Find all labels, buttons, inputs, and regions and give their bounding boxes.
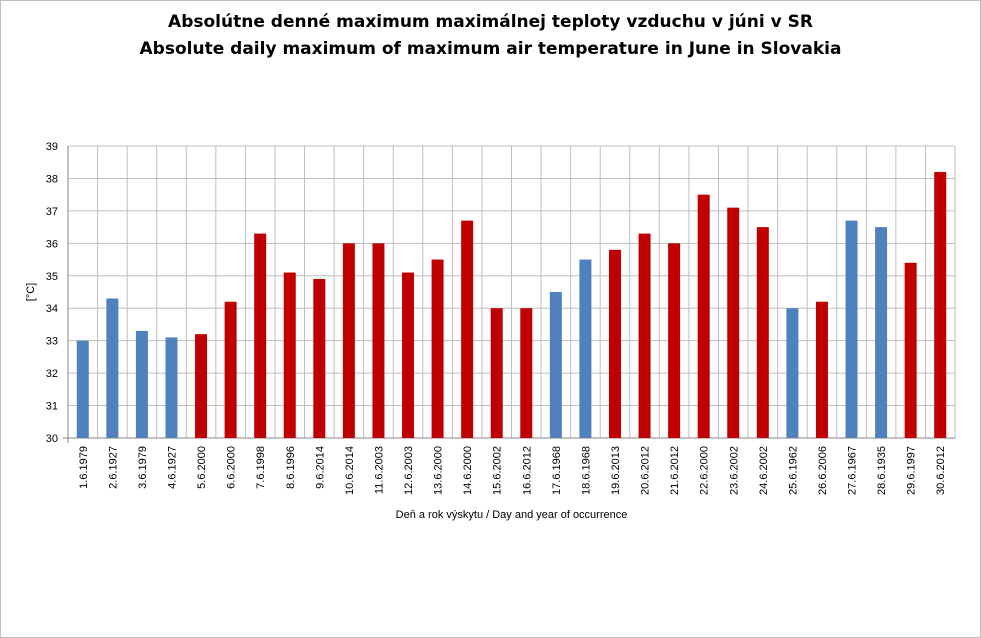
y-tick-labels: 30 31 32 33 34 35 36 37 38 39 [46,141,58,445]
y-tick-label: 30 [46,433,58,445]
gridlines [63,145,956,443]
bar-25.6.1962 [786,308,799,438]
bar-30.6.2012 [934,171,947,438]
x-tick-label: 10.6.2014 [344,446,356,495]
x-tick-label: 12.6.2003 [403,446,415,495]
bar-10.6.2014 [342,243,355,438]
x-tick-label: 16.6.2012 [521,446,533,495]
bar-2.6.1927 [106,298,119,438]
x-tick-label: 11.6.2003 [373,446,385,494]
bar-23.6.2002 [727,207,740,438]
y-tick-label: 39 [46,141,58,153]
bar-5.6.2000 [195,334,208,438]
y-tick-label: 34 [46,303,58,315]
y-tick-label: 33 [46,336,58,348]
bar-21.6.2012 [668,243,681,438]
x-tick-label: 28.6.1935 [876,446,888,495]
bar-1.6.1979 [76,340,89,438]
bar-6.6.2000 [224,301,237,438]
bar-20.6.2012 [638,233,651,438]
x-tick-label: 5.6.2000 [196,446,208,489]
x-axis-label: Deň a rok výskytu / Day and year of occu… [396,509,628,521]
x-tick-label: 6.6.2000 [226,446,238,489]
x-tick-label: 4.6.1927 [166,446,178,489]
bar-18.6.1968 [579,259,592,438]
y-tick-label: 35 [46,271,58,283]
bar-28.6.1935 [875,227,888,438]
y-tick-label: 37 [46,206,58,218]
bar-12.6.2003 [402,272,415,438]
bar-13.6.2000 [431,259,444,438]
x-tick-label: 3.6.1979 [137,446,149,489]
bar-4.6.1927 [165,337,178,438]
bar-3.6.1979 [135,330,148,438]
x-tick-label: 13.6.2000 [433,446,445,495]
bar-26.6.2006 [815,301,828,438]
bar-8.6.1996 [283,272,296,438]
x-tick-labels: 1.6.1979 2.6.1927 3.6.1979 4.6.1927 5.6.2000… [78,446,947,495]
bar-11.6.2003 [372,243,385,438]
x-tick-label: 23.6.2002 [728,446,740,495]
y-tick-label: 38 [46,173,58,185]
chart-title: Absolútne denné maximum maximálnej teplo… [168,12,813,32]
bar-9.6.2014 [313,279,326,438]
y-tick-label: 31 [46,401,58,413]
bar-29.6.1997 [904,262,917,438]
bar-7.6.1998 [254,233,267,438]
bars [76,171,947,438]
x-tick-label: 20.6.2012 [640,446,652,495]
x-tick-label: 24.6.2002 [758,446,770,495]
x-tick-label: 25.6.1962 [787,446,799,495]
x-tick-label: 21.6.2012 [669,446,681,495]
chart-subtitle: Absolute daily maximum of maximum air te… [139,39,842,59]
bar-24.6.2002 [756,227,769,438]
x-tick-label: 19.6.2013 [610,446,622,495]
y-axis-label: [°C] [25,283,37,301]
bar-19.6.2013 [608,249,621,438]
x-tick-label: 8.6.1996 [285,446,297,489]
bar-22.6.2000 [697,194,710,438]
bar-15.6.2002 [490,308,503,438]
bar-17.6.1968 [549,292,562,438]
x-tick-label: 30.6.2012 [935,446,947,495]
x-tick-label: 26.6.2006 [817,446,829,495]
x-tick-label: 18.6.1968 [580,446,592,495]
x-tick-label: 1.6.1979 [78,446,90,489]
x-tick-label: 17.6.1968 [551,446,563,495]
bar-16.6.2012 [520,308,533,438]
x-tick-label: 9.6.2014 [314,446,326,489]
y-tick-label: 32 [46,368,58,380]
x-tick-label: 22.6.2000 [699,446,711,495]
x-tick-label: 7.6.1998 [255,446,267,489]
bar-27.6.1967 [845,220,858,438]
x-tick-label: 15.6.2002 [492,446,504,495]
x-tick-label: 14.6.2000 [462,446,474,495]
x-tick-label: 2.6.1927 [107,446,119,489]
y-tick-label: 36 [46,238,58,250]
x-tick-label: 29.6.1997 [906,446,918,495]
x-tick-label: 27.6.1967 [847,446,859,495]
bar-14.6.2000 [461,220,474,438]
